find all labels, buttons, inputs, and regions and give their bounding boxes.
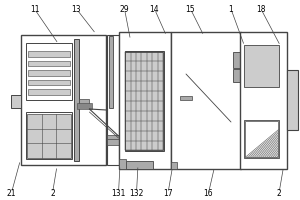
Bar [125, 52, 163, 150]
Bar [244, 120, 279, 158]
Bar [180, 96, 192, 100]
Text: 21: 21 [7, 188, 16, 198]
Text: 132: 132 [129, 188, 144, 198]
Text: 15: 15 [186, 4, 195, 14]
Text: 14: 14 [150, 4, 159, 14]
Bar [106, 35, 119, 165]
Bar [171, 32, 242, 169]
Text: 2: 2 [50, 188, 55, 198]
Text: 18: 18 [256, 4, 266, 14]
Bar [106, 139, 124, 145]
Bar [28, 51, 70, 57]
Bar [79, 99, 89, 104]
Bar [28, 70, 70, 76]
Bar [240, 32, 286, 169]
Bar [126, 161, 153, 169]
Bar [245, 121, 278, 157]
Bar [244, 45, 279, 87]
Bar [27, 114, 70, 158]
Bar [11, 95, 21, 108]
Text: 11: 11 [30, 4, 39, 14]
Bar [232, 69, 240, 82]
Text: 2: 2 [277, 188, 281, 198]
Text: 13: 13 [72, 4, 81, 14]
Text: 17: 17 [163, 188, 173, 198]
Bar [118, 159, 126, 169]
Bar [26, 112, 72, 159]
Text: 29: 29 [120, 4, 129, 14]
Bar [26, 43, 72, 100]
Bar [21, 35, 106, 165]
Bar [28, 61, 70, 66]
Text: 16: 16 [204, 188, 213, 198]
Text: 1: 1 [229, 4, 233, 14]
Bar [124, 51, 164, 151]
Bar [232, 52, 240, 68]
Bar [286, 70, 298, 130]
Bar [118, 32, 171, 169]
Bar [76, 103, 92, 109]
Bar [28, 80, 70, 85]
Bar [106, 135, 119, 140]
Text: 131: 131 [111, 188, 126, 198]
Bar [28, 89, 70, 95]
Bar [74, 39, 79, 161]
Bar [171, 162, 177, 169]
Bar [109, 36, 113, 108]
